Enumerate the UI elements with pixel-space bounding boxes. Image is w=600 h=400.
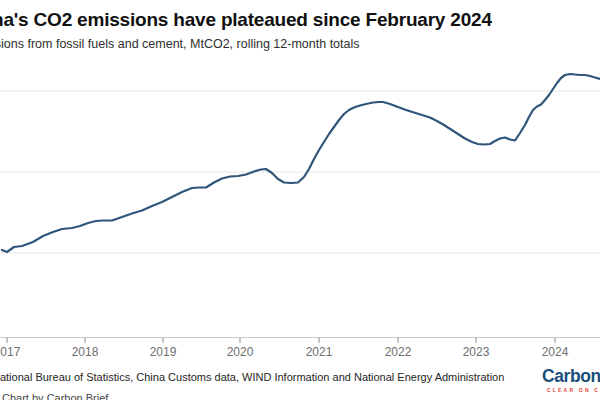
chart-title: China's CO2 emissions have plateaued sin…	[0, 9, 492, 31]
x-tick-label: 2021	[289, 345, 349, 359]
x-tick-label: 2018	[55, 345, 115, 359]
x-tick-label: 2020	[210, 345, 270, 359]
x-tick-label: 2024	[525, 345, 585, 359]
gridlines	[0, 91, 600, 253]
carbon-brief-tagline: CLEAR ON CLIMATE	[547, 387, 600, 393]
source-text: National Bureau of Statistics, China Cus…	[0, 371, 504, 383]
chart-subtitle: Emissions from fossil fuels and cement, …	[0, 37, 360, 51]
x-tick-label: 2019	[133, 345, 193, 359]
emissions-series-line	[2, 74, 600, 252]
x-tick-label: 2017	[0, 345, 37, 359]
x-tick-label: 2023	[446, 345, 506, 359]
x-axis-ticks	[7, 338, 555, 344]
emissions-line-chart	[0, 0, 600, 400]
credit-text: Chart by Carbon Brief	[2, 392, 108, 400]
x-tick-label: 2022	[368, 345, 428, 359]
carbon-brief-logo: CarbonBrief	[542, 366, 600, 387]
